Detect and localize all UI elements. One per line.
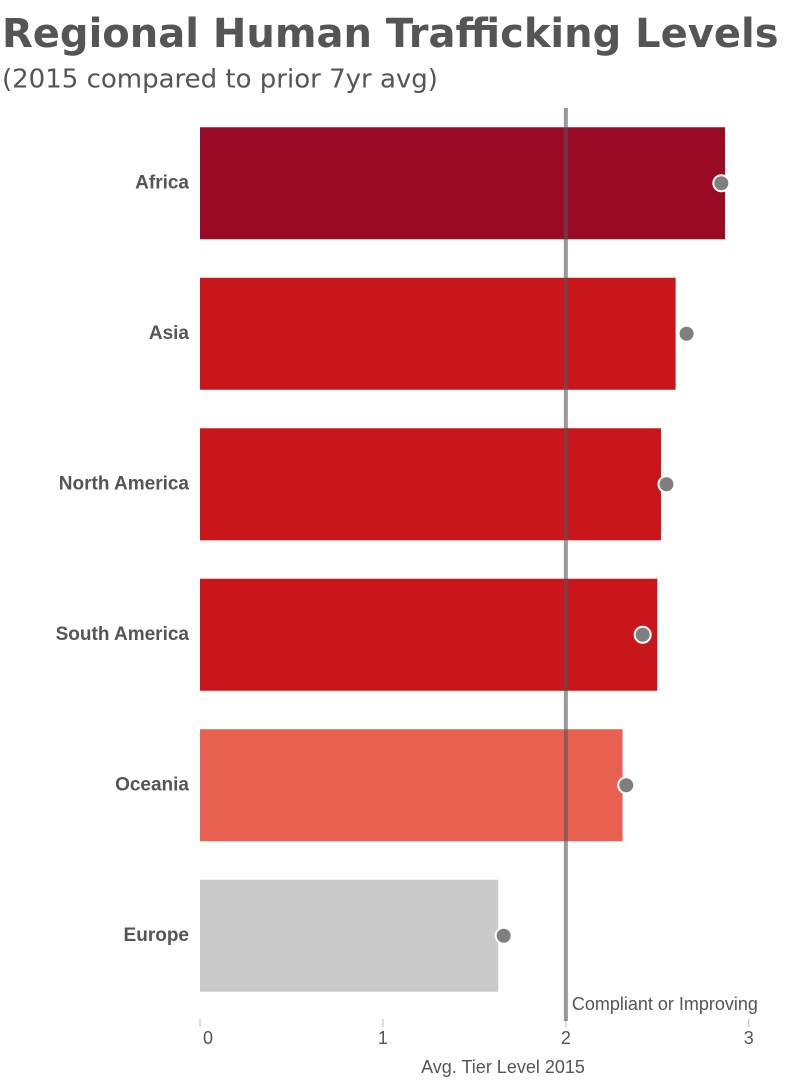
prior-avg-dot: [617, 776, 636, 795]
bar: [200, 879, 499, 992]
bar: [200, 729, 623, 842]
prior-avg-dot: [657, 475, 676, 494]
x-tick-label: 0: [203, 1028, 213, 1048]
x-tick-label: 3: [744, 1028, 754, 1048]
prior-avg-dot: [712, 174, 731, 193]
bar: [200, 127, 725, 240]
prior-avg-dot: [494, 926, 513, 945]
reference-label: Compliant or Improving: [572, 994, 758, 1014]
y-tick-label: Asia: [149, 323, 190, 344]
prior-avg-dot: [677, 324, 696, 343]
chart-title: Regional Human Trafficking Levels: [2, 11, 779, 57]
prior-avg-dot: [633, 625, 652, 644]
y-tick-label: Europe: [124, 925, 189, 946]
bar: [200, 578, 658, 691]
bar: [200, 428, 661, 541]
y-tick-label: North America: [59, 473, 190, 494]
chart-subtitle: (2015 compared to prior 7yr avg): [2, 65, 438, 95]
x-tick-label: 1: [378, 1028, 388, 1048]
x-tick-label: 2: [561, 1028, 571, 1048]
bar: [200, 277, 676, 390]
y-tick-label: Oceania: [115, 774, 189, 795]
y-tick-label: Africa: [135, 172, 189, 193]
y-tick-label: South America: [56, 624, 190, 645]
x-axis-title: Avg. Tier Level 2015: [421, 1057, 585, 1077]
